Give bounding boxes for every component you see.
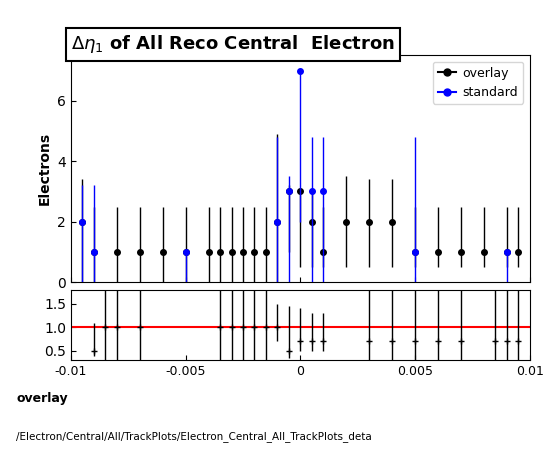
Text: $\Delta\eta_1$ of All Reco Central  Electron: $\Delta\eta_1$ of All Reco Central Elect… xyxy=(71,33,395,55)
Text: /Electron/Central/All/TrackPlots/Electron_Central_All_TrackPlots_deta: /Electron/Central/All/TrackPlots/Electro… xyxy=(16,431,372,442)
Y-axis label: Electrons: Electrons xyxy=(38,132,52,205)
Legend: overlay, standard: overlay, standard xyxy=(433,62,524,104)
Text: overlay: overlay xyxy=(16,392,68,405)
